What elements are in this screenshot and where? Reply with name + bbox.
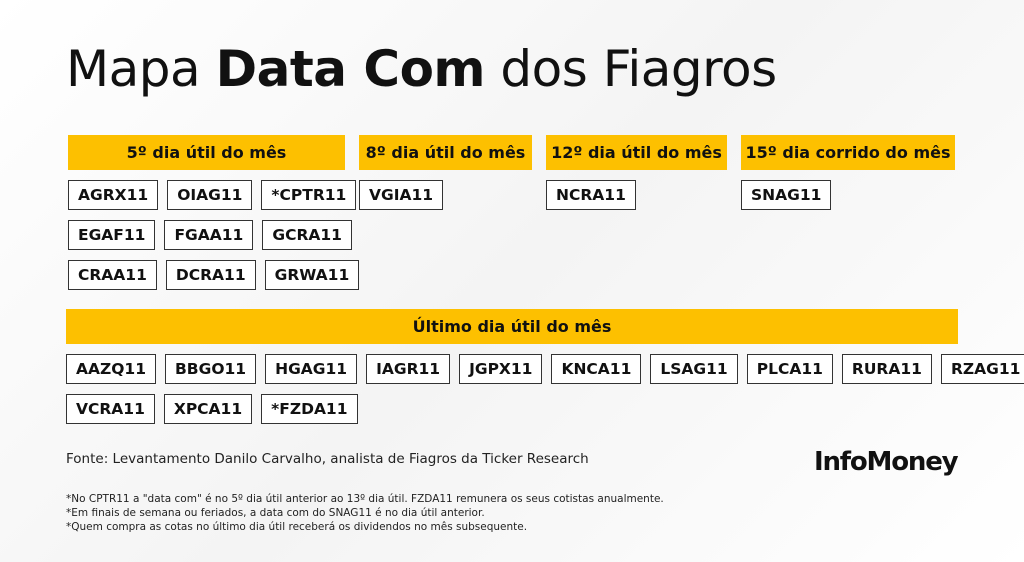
ticker: KNCA11 bbox=[551, 354, 642, 384]
title-prefix: Mapa bbox=[66, 40, 201, 98]
ticker: *FZDA11 bbox=[261, 394, 358, 424]
title-suffix: dos Fiagros bbox=[500, 40, 777, 98]
note: *Quem compra as cotas no último dia útil… bbox=[66, 521, 528, 533]
ticker: XPCA11 bbox=[163, 394, 253, 424]
ticker: RZAG11 bbox=[940, 354, 1024, 384]
ticker-group: 8º dia útil do mês VGIA11 bbox=[359, 135, 532, 210]
source: Fonte: Levantamento Danilo Carvalho, ana… bbox=[66, 451, 589, 467]
ticker-row: CRAA11 DCRA11 GRWA11 bbox=[68, 260, 360, 290]
ticker-row: SNAG11 bbox=[741, 180, 955, 210]
ticker-row: AAZQ11 BBGO11 HGAG11 IAGR11 JGPX11 KNCA11 LSAG… bbox=[66, 354, 1024, 384]
note: *No CPTR11 a "data com" é no 5º dia útil… bbox=[66, 493, 664, 505]
ticker-row: NCRA11 bbox=[546, 180, 727, 210]
ticker: *CPTR11 bbox=[261, 180, 357, 210]
ticker: AAZQ11 bbox=[66, 354, 156, 384]
ticker: DCRA11 bbox=[165, 260, 256, 290]
ticker: SNAG11 bbox=[741, 180, 832, 210]
ticker-group: 15º dia corrido do mês SNAG11 bbox=[741, 135, 955, 210]
ticker: EGAF11 bbox=[68, 220, 156, 250]
ticker: BBGO11 bbox=[164, 354, 257, 384]
ticker: RURA11 bbox=[841, 354, 932, 384]
notes: *No CPTR11 a "data com" é no 5º dia útil… bbox=[66, 492, 664, 534]
ticker-row: AGRX11 OIAG11 *CPTR11 bbox=[68, 180, 359, 210]
ticker-group: 12º dia útil do mês NCRA11 bbox=[546, 135, 727, 210]
ticker: OIAG11 bbox=[167, 180, 253, 210]
group-header: 8º dia útil do mês bbox=[359, 135, 532, 170]
group-header: Último dia útil do mês bbox=[66, 309, 958, 344]
ticker: NCRA11 bbox=[546, 180, 636, 210]
ticker: GRWA11 bbox=[264, 260, 360, 290]
ticker: CRAA11 bbox=[68, 260, 157, 290]
ticker: LSAG11 bbox=[650, 354, 738, 384]
ticker: FGAA11 bbox=[164, 220, 254, 250]
ticker-row: EGAF11 FGAA11 GCRA11 bbox=[68, 220, 359, 250]
ticker: VCRA11 bbox=[66, 394, 155, 424]
ticker: HGAG11 bbox=[265, 354, 358, 384]
ticker-row: VCRA11 XPCA11 *FZDA11 bbox=[66, 394, 1024, 424]
ticker: IAGR11 bbox=[366, 354, 451, 384]
ticker-group: Último dia útil do mês AAZQ11 BBGO11 HGAG11… bbox=[66, 309, 1024, 424]
ticker: AGRX11 bbox=[68, 180, 159, 210]
ticker: JGPX11 bbox=[459, 354, 543, 384]
ticker-group: 5º dia útil do mês AGRX11 OIAG11 *CPTR11 EGA… bbox=[68, 135, 360, 290]
group-header: 5º dia útil do mês bbox=[68, 135, 345, 170]
title: Mapa Data Com dos Fiagros bbox=[66, 40, 777, 98]
ticker-row: VGIA11 bbox=[359, 180, 532, 210]
brand-logo: InfoMoney bbox=[814, 447, 959, 477]
ticker: GCRA11 bbox=[262, 220, 352, 250]
group-header: 12º dia útil do mês bbox=[546, 135, 727, 170]
ticker: PLCA11 bbox=[746, 354, 833, 384]
ticker: VGIA11 bbox=[359, 180, 444, 210]
note: *Em finais de semana ou feriados, a data… bbox=[66, 507, 485, 519]
group-header: 15º dia corrido do mês bbox=[741, 135, 955, 170]
title-bold: Data Com bbox=[215, 40, 486, 98]
